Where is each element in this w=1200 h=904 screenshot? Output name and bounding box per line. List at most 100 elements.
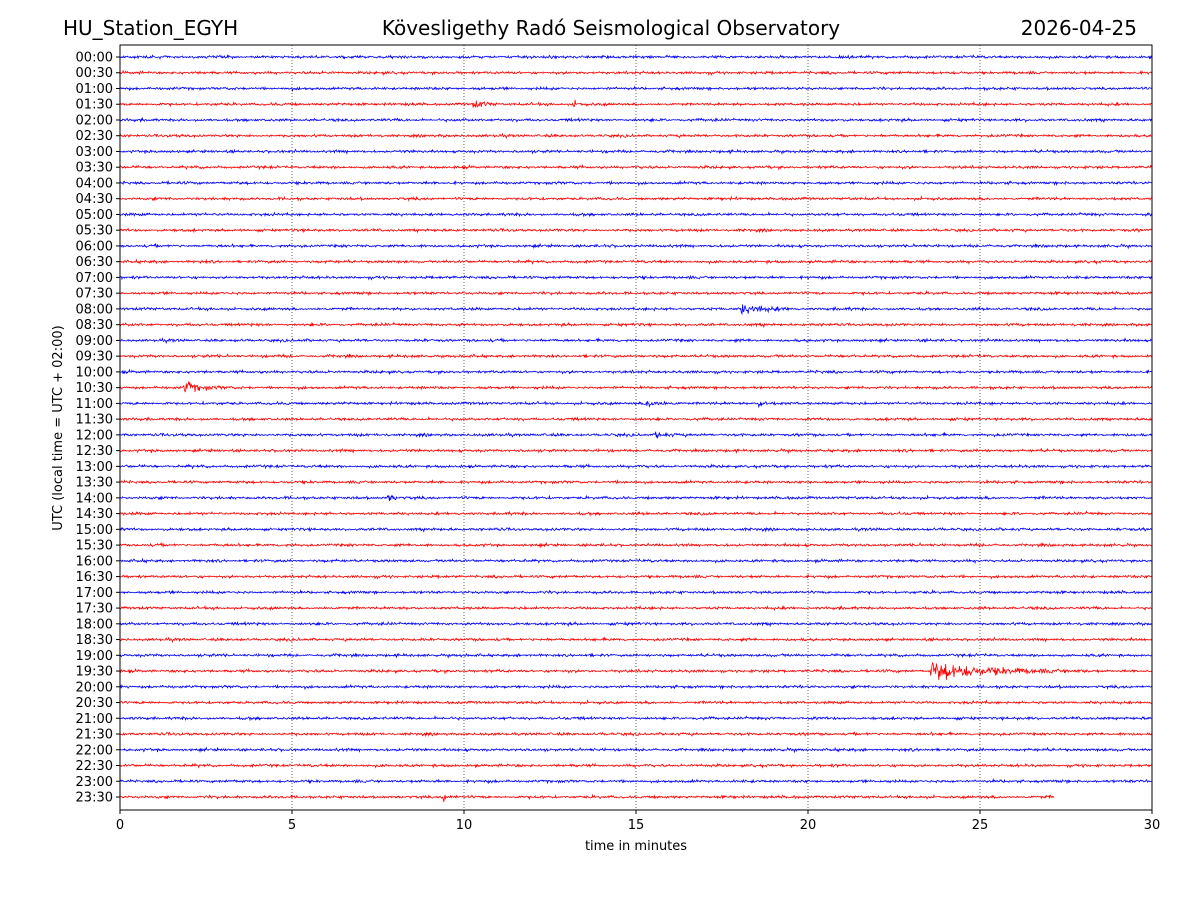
y-tick-label: 08:30	[76, 318, 113, 333]
trace-0330	[119, 164, 1153, 171]
trace-0100	[119, 85, 1153, 92]
y-tick-label: 03:30	[76, 161, 113, 176]
y-tick-label: 15:00	[76, 523, 113, 538]
y-tick-label: 13:00	[76, 460, 113, 475]
trace-2230	[119, 762, 1153, 769]
traces	[119, 53, 1153, 803]
y-axis-label: UTC (local time = UTC + 02:00)	[51, 325, 66, 530]
y-tick-label: 21:00	[76, 712, 113, 727]
y-tick-label: 07:00	[76, 271, 113, 286]
x-tick-label: 25	[972, 818, 989, 833]
trace-1100	[119, 400, 1153, 409]
y-tick-label: 14:30	[76, 507, 113, 522]
y-tick-label: 18:30	[76, 633, 113, 648]
trace-1000	[119, 368, 1153, 376]
y-tick-label: 22:30	[76, 759, 113, 774]
trace-0900	[119, 337, 1153, 344]
trace-0030	[119, 69, 1153, 77]
trace-1030	[119, 381, 1153, 393]
y-tick-label: 06:00	[76, 239, 113, 254]
x-tick-label: 5	[288, 818, 296, 833]
y-tick-label: 03:00	[76, 145, 113, 160]
y-tick-label: 10:00	[76, 365, 113, 380]
trace-1500	[119, 526, 1153, 533]
trace-0000	[120, 53, 1153, 61]
trace-0800	[119, 304, 1153, 316]
y-tick-label: 20:00	[76, 680, 113, 695]
y-tick-label: 16:30	[76, 570, 113, 585]
trace-2100	[119, 714, 1153, 722]
x-tick-label: 30	[1144, 818, 1161, 833]
y-tick-label: 23:30	[76, 791, 113, 806]
date-label: 2026-04-25	[1021, 16, 1137, 40]
x-tick-label: 10	[456, 818, 473, 833]
trace-0630	[119, 258, 1153, 266]
trace-2030	[119, 699, 1153, 706]
y-tick-label: 09:00	[76, 334, 113, 349]
trace-0930	[119, 353, 1153, 360]
y-tick-label: 05:00	[76, 208, 113, 223]
x-axis-label: time in minutes	[585, 839, 687, 854]
trace-0530	[119, 227, 1153, 234]
y-tick-label: 17:00	[76, 586, 113, 601]
grid-lines	[291, 45, 981, 810]
y-tick-label: 00:00	[76, 51, 113, 66]
trace-1330	[119, 478, 1153, 486]
trace-0130	[119, 99, 1153, 108]
y-tick-label: 04:30	[76, 192, 113, 207]
x-tick-label: 0	[116, 818, 124, 833]
y-tick-label: 09:30	[76, 350, 113, 365]
trace-1800	[119, 620, 1153, 628]
y-tick-label: 11:30	[76, 413, 113, 428]
trace-1630	[119, 573, 1153, 580]
station-label: HU_Station_EGYH	[63, 16, 238, 40]
y-tick-label: 00:30	[76, 66, 113, 81]
y-tick-label: 01:00	[76, 82, 113, 97]
trace-2000	[119, 683, 1153, 691]
trace-0400	[119, 179, 1152, 187]
trace-1600	[119, 557, 1153, 565]
y-tick-label: 17:30	[76, 602, 113, 617]
y-tick-label: 19:30	[76, 665, 113, 680]
y-tick-label: 06:30	[76, 255, 113, 270]
trace-0700	[119, 274, 1153, 281]
y-tick-label: 22:00	[76, 743, 113, 758]
y-tick-label: 19:00	[76, 649, 113, 664]
trace-1700	[119, 588, 1153, 596]
y-tick-label: 15:30	[76, 539, 113, 554]
trace-1830	[119, 636, 1153, 644]
trace-0230	[119, 132, 1153, 140]
y-tick-label: 18:00	[76, 617, 113, 632]
trace-1200	[119, 431, 1153, 440]
trace-2330	[119, 793, 1055, 803]
trace-1430	[119, 510, 1153, 517]
trace-1930	[119, 661, 1153, 681]
trace-0600	[119, 242, 1153, 250]
y-tick-label: 14:00	[76, 491, 113, 506]
y-tick-label: 05:30	[76, 224, 113, 239]
y-tick-label: 12:30	[76, 444, 113, 459]
y-tick-label: 11:00	[76, 397, 113, 412]
trace-2300	[119, 777, 1153, 785]
y-tick-label: 08:00	[76, 302, 113, 317]
trace-1230	[119, 447, 1153, 455]
trace-1400	[119, 494, 1153, 502]
y-tick-label: 02:00	[76, 113, 113, 128]
y-tick-label: 07:30	[76, 287, 113, 302]
trace-1530	[120, 541, 1153, 549]
x-tick-label: 20	[800, 818, 817, 833]
y-tick-label: 23:00	[76, 775, 113, 790]
trace-0200	[119, 116, 1153, 124]
y-tick-label: 16:00	[76, 554, 113, 569]
trace-1130	[119, 416, 1153, 423]
trace-0830	[119, 321, 1153, 329]
trace-1300	[119, 463, 1153, 470]
y-tick-label: 20:30	[76, 696, 113, 711]
x-axis: 0 5 10 15 20 25 30	[116, 810, 1160, 833]
y-tick-label: 12:00	[76, 428, 113, 443]
x-tick-label: 15	[628, 818, 645, 833]
y-tick-label: 02:30	[76, 129, 113, 144]
y-tick-label: 13:30	[76, 476, 113, 491]
trace-1730	[119, 604, 1153, 611]
